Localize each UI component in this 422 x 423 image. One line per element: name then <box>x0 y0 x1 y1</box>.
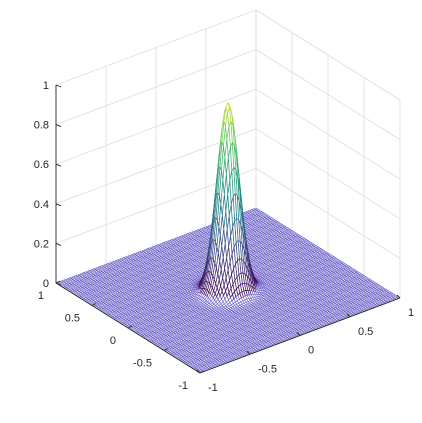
wall-gridline <box>55 9 257 86</box>
mesh-surface <box>55 102 401 374</box>
wall-gridline <box>255 9 401 101</box>
wall-gridline <box>255 168 401 259</box>
wall-gridline <box>255 49 401 140</box>
wall-gridline <box>55 49 257 125</box>
wall-gridline <box>55 88 257 165</box>
wall-gridline <box>255 128 401 220</box>
wall-gridline <box>255 88 401 180</box>
